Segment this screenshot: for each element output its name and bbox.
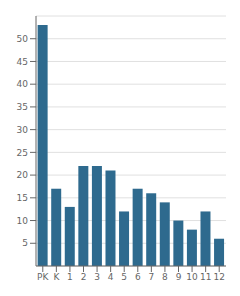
svg-text:6: 6 <box>135 272 141 282</box>
svg-text:35: 35 <box>17 102 28 112</box>
svg-text:PK: PK <box>37 272 49 282</box>
svg-text:15: 15 <box>17 193 28 203</box>
svg-text:45: 45 <box>17 57 28 67</box>
svg-text:25: 25 <box>17 148 28 158</box>
svg-text:K: K <box>53 272 60 282</box>
svg-text:5: 5 <box>121 272 127 282</box>
svg-text:9: 9 <box>176 272 182 282</box>
svg-text:10: 10 <box>186 272 198 282</box>
svg-text:8: 8 <box>162 272 168 282</box>
svg-text:1: 1 <box>67 272 73 282</box>
svg-text:10: 10 <box>17 216 29 226</box>
svg-text:40: 40 <box>17 79 29 89</box>
svg-text:7: 7 <box>148 272 154 282</box>
svg-text:5: 5 <box>22 238 28 248</box>
svg-text:11: 11 <box>200 272 211 282</box>
svg-text:50: 50 <box>17 34 29 44</box>
svg-text:30: 30 <box>17 125 29 135</box>
svg-text:4: 4 <box>108 272 114 282</box>
svg-text:12: 12 <box>213 272 224 282</box>
svg-text:20: 20 <box>17 170 29 180</box>
svg-text:3: 3 <box>94 272 100 282</box>
svg-text:2: 2 <box>81 272 87 282</box>
